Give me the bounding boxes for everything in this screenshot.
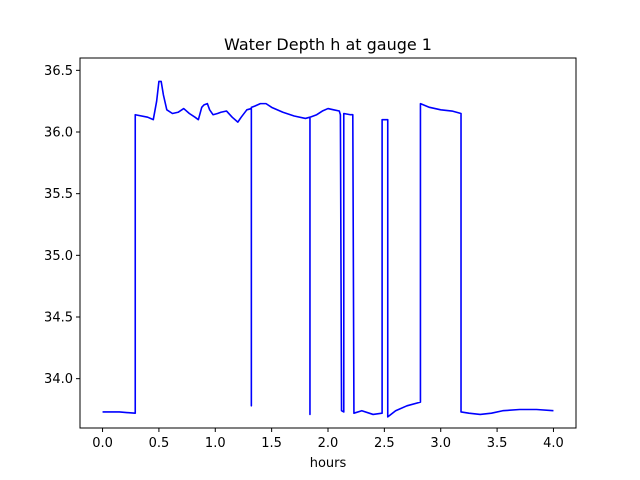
x-tick-label: 0.0 bbox=[92, 436, 113, 451]
x-tick-label: 2.5 bbox=[374, 436, 395, 451]
series-line bbox=[102, 80, 554, 418]
x-tick-label: 2.0 bbox=[318, 436, 339, 451]
x-tick-label: 0.5 bbox=[149, 436, 170, 451]
y-tick-label: 35.5 bbox=[44, 187, 73, 202]
axis-ticks: 0.0 0.5 1.0 1.5 2.0 2.5 3.0 3.5 4.0 34.0 34.5 35.0 3… bbox=[44, 64, 564, 451]
y-tick-label: 34.5 bbox=[44, 311, 73, 326]
x-axis-label: hours bbox=[310, 456, 347, 471]
x-tick-label: 1.5 bbox=[261, 436, 282, 451]
x-tick-label: 1.0 bbox=[205, 436, 226, 451]
y-tick-label: 34.0 bbox=[44, 372, 73, 387]
y-tick-label: 36.0 bbox=[44, 126, 73, 141]
x-tick-label: 4.0 bbox=[543, 436, 564, 451]
y-tick-label: 36.5 bbox=[44, 64, 73, 79]
chart-title: Water Depth h at gauge 1 bbox=[224, 35, 432, 54]
x-tick-label: 3.5 bbox=[487, 436, 508, 451]
plot-frame bbox=[79, 57, 577, 429]
x-tick-label: 3.0 bbox=[430, 436, 451, 451]
y-tick-label: 35.0 bbox=[44, 249, 73, 264]
